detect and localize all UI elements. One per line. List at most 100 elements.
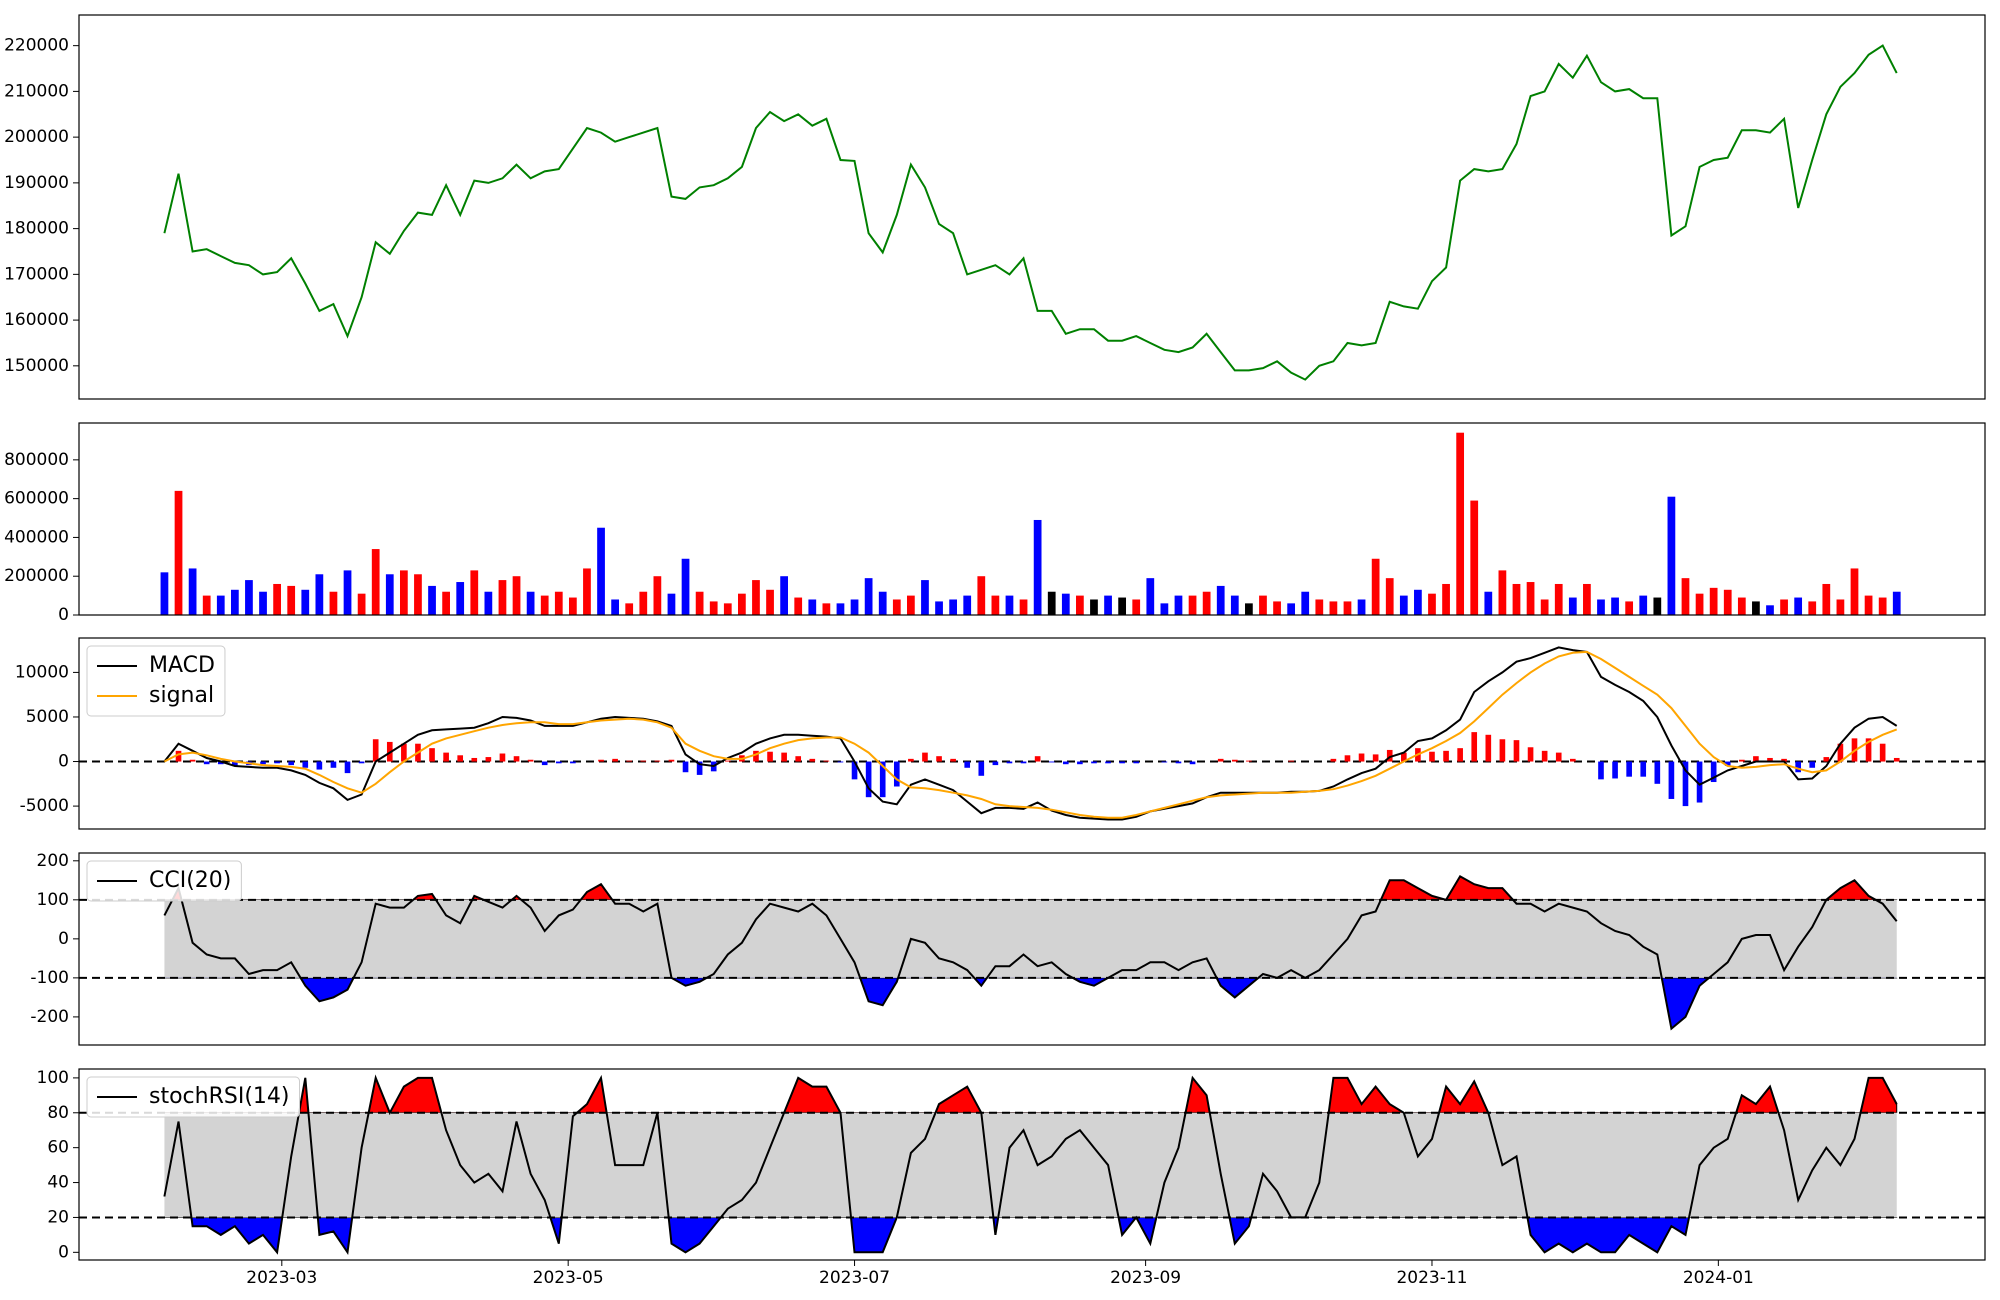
x-tick-label: 2023-11 <box>1396 1268 1467 1288</box>
y-tick-label: 600000 <box>4 489 69 509</box>
y-tick-label: 200000 <box>4 127 69 147</box>
histogram-bar <box>401 743 407 762</box>
volume-bar <box>892 599 901 615</box>
histogram-bar <box>344 761 351 774</box>
legend-label: MACD <box>149 653 215 678</box>
legend-box <box>86 645 226 717</box>
x-tick-label: 2023-07 <box>819 1268 890 1288</box>
volume-bar <box>1667 496 1676 615</box>
histogram-bar <box>217 761 224 765</box>
volume-bar <box>653 576 662 615</box>
histogram-bar <box>1837 743 1844 762</box>
volume-bar <box>160 572 169 615</box>
volume-bar <box>1287 603 1296 615</box>
histogram-bar <box>1330 758 1337 762</box>
histogram-bar <box>724 760 731 762</box>
series-line <box>163 875 1898 1031</box>
histogram-bar <box>1879 743 1886 762</box>
volume-bar <box>1864 595 1873 615</box>
volume-bar <box>174 490 183 615</box>
histogram-bar <box>1485 734 1492 762</box>
volume-bar <box>399 570 408 615</box>
histogram-bar <box>1443 750 1449 762</box>
volume-bar <box>1709 587 1718 615</box>
neutral-band <box>164 899 1897 978</box>
y-tick-label: 0 <box>58 605 69 625</box>
axes-frame <box>78 14 1986 400</box>
histogram-bar <box>175 750 182 762</box>
volume-bar <box>1752 601 1760 615</box>
histogram-bar <box>851 761 858 780</box>
volume-bar <box>1301 591 1310 615</box>
histogram-bar <box>1823 757 1830 762</box>
volume-bar <box>780 576 788 615</box>
volume-bar <box>752 580 760 615</box>
histogram-bar <box>1527 747 1534 762</box>
histogram-bar <box>1739 759 1745 762</box>
histogram-bar <box>1753 756 1759 762</box>
volume-bar <box>1371 558 1380 615</box>
plot-area <box>79 1074 1985 1256</box>
legend-label: signal <box>149 683 214 708</box>
series-line <box>163 650 1898 819</box>
histogram-bar <box>288 761 295 766</box>
volume-bar <box>526 591 535 615</box>
volume-bar <box>1498 570 1507 615</box>
volume-bar <box>583 568 591 615</box>
volume-bar <box>794 597 803 615</box>
histogram-bar <box>893 761 900 787</box>
histogram-bar <box>1105 761 1111 764</box>
volume-bar <box>216 595 225 615</box>
y-tick-label: 80 <box>47 1103 69 1123</box>
y-tick-label: 100 <box>37 890 69 910</box>
volume-bar <box>1259 595 1267 615</box>
volume-bar <box>597 527 605 615</box>
y-tick-label: 200000 <box>4 566 69 586</box>
histogram-bar <box>1231 759 1238 762</box>
volume-bar <box>315 574 324 615</box>
y-tick-label: 40 <box>47 1173 69 1193</box>
volume-bar <box>935 601 943 615</box>
histogram-bar <box>950 758 956 762</box>
volume-bar <box>625 603 634 615</box>
volume-bar <box>568 597 577 615</box>
volume-bar <box>1104 595 1112 615</box>
histogram-bar <box>1006 761 1013 764</box>
plot-area <box>160 432 1901 615</box>
histogram-bar <box>1781 758 1787 762</box>
volume-bar <box>836 603 845 615</box>
volume-bar <box>1019 599 1028 615</box>
x-tick-label: 2023-03 <box>246 1268 317 1288</box>
y-tick-label: 0 <box>58 752 69 772</box>
volume-bar <box>1892 591 1901 615</box>
histogram-bar <box>781 752 787 762</box>
volume-bar <box>1428 593 1436 615</box>
y-tick-label: -100 <box>30 968 69 988</box>
histogram-bar <box>260 761 266 765</box>
volume-bar <box>1385 578 1394 615</box>
volume-bar <box>512 576 521 615</box>
histogram-bar <box>302 761 309 768</box>
volume-bar <box>907 595 915 615</box>
histogram-bar <box>823 760 830 762</box>
volume-bar <box>1414 589 1422 615</box>
y-tick-label: 20 <box>47 1207 69 1227</box>
volume-bar <box>1146 578 1155 615</box>
histogram-bar <box>570 761 576 764</box>
volume-bar <box>1470 500 1479 615</box>
histogram-bar <box>978 761 985 776</box>
histogram-bar <box>1724 761 1731 766</box>
histogram-bar <box>992 761 999 766</box>
volume-bar <box>1540 599 1549 615</box>
histogram-bar <box>598 759 604 762</box>
volume-bar <box>709 601 718 615</box>
histogram-bar <box>1696 761 1703 803</box>
volume-bar <box>245 580 253 615</box>
x-tick-label: 2024-01 <box>1683 1268 1754 1288</box>
volume-bar <box>1399 595 1408 615</box>
volume-bar <box>1512 583 1521 615</box>
axes-frame <box>78 422 1986 616</box>
histogram-bar <box>1189 761 1196 765</box>
histogram-bar <box>429 748 435 762</box>
series-line <box>163 44 1898 381</box>
